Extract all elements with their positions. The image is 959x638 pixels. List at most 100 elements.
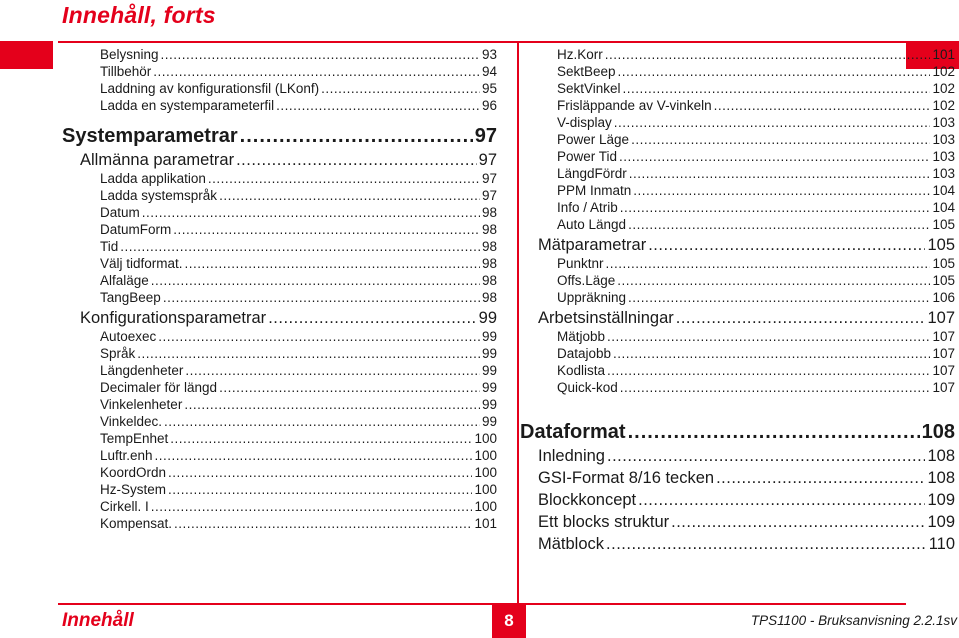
toc-leader-dots (219, 379, 480, 396)
toc-entry[interactable]: Luftr.enh 100 (100, 447, 497, 464)
toc-entry[interactable]: Vinkeldec. 99 (100, 413, 497, 430)
toc-leader-dots (174, 515, 472, 532)
toc-entry[interactable]: Mätjobb 107 (557, 328, 955, 345)
toc-entry-page: 101 (932, 47, 955, 62)
toc-entry[interactable]: Hz.Korr 101 (557, 46, 955, 63)
toc-leader-dots (155, 447, 473, 464)
toc-entry[interactable]: Tillbehör 94 (100, 63, 497, 80)
toc-entry-label: Power Tid (557, 149, 618, 164)
toc-leader-dots (168, 481, 472, 498)
toc-entry[interactable]: Quick-kod 107 (557, 379, 955, 396)
toc-entry[interactable]: Ladda applikation 97 (100, 170, 497, 187)
toc-entry-label: Längdenheter (100, 363, 184, 378)
toc-entry-label: Mätblock (538, 535, 605, 553)
toc-entry[interactable]: Arbetsinställningar 107 (538, 308, 955, 328)
toc-entry[interactable]: Vinkelenheter 99 (100, 396, 497, 413)
toc-leader-dots (714, 97, 931, 114)
toc-leader-dots (638, 490, 925, 510)
toc-entry-page: 99 (478, 309, 497, 327)
toc-entry[interactable]: TempEnhet 100 (100, 430, 497, 447)
toc-entry[interactable]: KoordOrdn 100 (100, 464, 497, 481)
toc-entry-page: 99 (481, 346, 497, 361)
toc-entry-label: DatumForm (100, 222, 172, 237)
toc-entry[interactable]: Tid 98 (100, 238, 497, 255)
toc-entry-label: Punktnr (557, 256, 604, 271)
toc-entry[interactable]: SektVinkel 102 (557, 80, 955, 97)
toc-entry[interactable]: Punktnr 105 (557, 255, 955, 272)
toc-entry-label: Ladda applikation (100, 171, 206, 186)
toc-entry[interactable]: Cirkell. I 100 (100, 498, 497, 515)
toc-entry[interactable]: Belysning 93 (100, 46, 497, 63)
footer-section-title: Innehåll (62, 610, 134, 631)
toc-entry-label: Luftr.enh (100, 448, 153, 463)
toc-leader-dots (184, 396, 480, 413)
toc-entry[interactable]: SektBeep 102 (557, 63, 955, 80)
toc-leader-dots (120, 238, 480, 255)
toc-entry[interactable]: Offs.Läge 105 (557, 272, 955, 289)
toc-entry[interactable]: Autoexec 99 (100, 328, 497, 345)
toc-entry[interactable]: Power Läge 103 (557, 131, 955, 148)
toc-entry-label: Vinkelenheter (100, 397, 183, 412)
toc-entry[interactable]: Uppräkning 106 (557, 289, 955, 306)
toc-entry[interactable]: Auto Längd 105 (557, 216, 955, 233)
toc-entry[interactable]: Välj tidformat. 98 (100, 255, 497, 272)
toc-entry[interactable]: Alfaläge 98 (100, 272, 497, 289)
toc-entry[interactable]: Konfigurationsparametrar 99 (80, 308, 497, 328)
toc-entry-label: Tillbehör (100, 64, 152, 79)
toc-entry-label: Vinkeldec. (100, 414, 163, 429)
toc-entry[interactable]: TangBeep 98 (100, 289, 497, 306)
toc-entry-page: 98 (481, 222, 497, 237)
toc-leader-dots (606, 534, 927, 554)
toc-entry-label: Belysning (100, 47, 159, 62)
toc-entry[interactable]: Inledning 108 (538, 446, 955, 466)
toc-entry[interactable]: Längdenheter 99 (100, 362, 497, 379)
toc-entry-page: 108 (927, 447, 955, 465)
toc-entry[interactable]: Datajobb 107 (557, 345, 955, 362)
toc-leader-dots (716, 468, 925, 488)
toc-leader-dots (628, 420, 920, 444)
toc-entry[interactable]: Hz-System 100 (100, 481, 497, 498)
toc-entry-page: 109 (927, 513, 955, 531)
toc-entry[interactable]: GSI-Format 8/16 tecken 108 (538, 468, 955, 488)
toc-entry[interactable]: Power Tid 103 (557, 148, 955, 165)
toc-entry-label: Systemparametrar (62, 125, 238, 147)
toc-entry[interactable]: Allmänna parametrar 97 (80, 150, 497, 170)
toc-entry-page: 96 (481, 98, 497, 113)
toc-entry-label: Arbetsinställningar (538, 309, 674, 327)
toc-entry-label: Hz.Korr (557, 47, 603, 62)
toc-entry-label: Konfigurationsparametrar (80, 309, 267, 327)
toc-entry-page: 107 (932, 346, 955, 361)
toc-entry[interactable]: Språk 99 (100, 345, 497, 362)
toc-entry-page: 102 (932, 64, 955, 79)
toc-entry[interactable]: DatumForm 98 (100, 221, 497, 238)
toc-entry-label: Kompensat. (100, 516, 173, 531)
toc-entry-page: 100 (474, 431, 497, 446)
toc-entry[interactable]: Systemparametrar 97 (62, 124, 497, 148)
toc-entry[interactable]: Dataformat 108 (520, 420, 955, 444)
toc-entry-label: Info / Atrib (557, 200, 618, 215)
toc-entry[interactable]: Info / Atrib 104 (557, 199, 955, 216)
toc-entry[interactable]: Ett blocks struktur 109 (538, 512, 955, 532)
toc-entry[interactable]: Mätparametrar 105 (538, 235, 955, 255)
toc-entry[interactable]: Datum 98 (100, 204, 497, 221)
toc-entry-label: Ladda en systemparameterfil (100, 98, 275, 113)
toc-entry[interactable]: V-display 103 (557, 114, 955, 131)
toc-entry[interactable]: Ladda en systemparameterfil 96 (100, 97, 497, 114)
toc-entry[interactable]: PPM Inmatn 104 (557, 182, 955, 199)
toc-leader-dots (623, 80, 931, 97)
toc-entry[interactable]: Ladda systemspråk 97 (100, 187, 497, 204)
toc-entry-page: 102 (932, 81, 955, 96)
toc-entry[interactable]: Kompensat. 101 (100, 515, 497, 532)
toc-entry[interactable]: Mätblock 110 (538, 534, 955, 554)
toc-entry[interactable]: Blockkoncept 109 (538, 490, 955, 510)
toc-entry[interactable]: Kodlista 107 (557, 362, 955, 379)
toc-entry-page: 107 (927, 309, 955, 327)
toc-entry[interactable]: Laddning av konfigurationsfil (LKonf) 95 (100, 80, 497, 97)
toc-entry[interactable]: Frisläppande av V-vinkeln 102 (557, 97, 955, 114)
toc-entry-label: Offs.Läge (557, 273, 616, 288)
toc-entry-page: 98 (481, 205, 497, 220)
toc-entry-label: Mätparametrar (538, 236, 647, 254)
toc-entry[interactable]: LängdFördr 103 (557, 165, 955, 182)
toc-entry[interactable]: Decimaler för längd 99 (100, 379, 497, 396)
toc-entry-label: Dataformat (520, 421, 626, 443)
